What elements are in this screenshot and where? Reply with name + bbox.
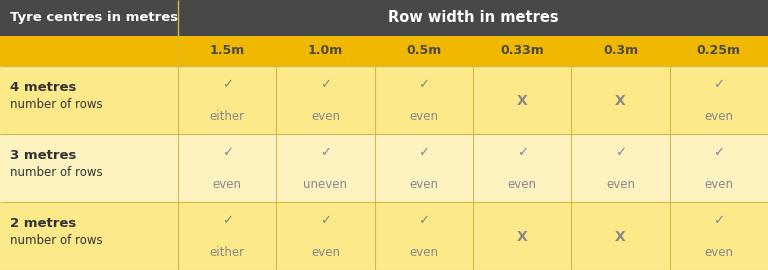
Text: X: X (615, 230, 626, 244)
Text: number of rows: number of rows (10, 234, 103, 247)
Text: 2 metres: 2 metres (10, 217, 76, 230)
Text: ✓: ✓ (713, 79, 724, 92)
Text: even: even (704, 178, 733, 191)
Bar (178, 202, 276, 270)
Text: ✓: ✓ (320, 215, 331, 228)
Text: ✓: ✓ (419, 79, 429, 92)
Text: even: even (704, 110, 733, 123)
Text: uneven: uneven (303, 178, 347, 191)
Bar (276, 134, 375, 202)
Text: ✓: ✓ (713, 147, 724, 160)
Bar (473, 66, 571, 134)
Text: even: even (311, 110, 340, 123)
Bar (473, 134, 571, 202)
Text: 1.5m: 1.5m (210, 45, 245, 58)
Text: even: even (409, 110, 439, 123)
Text: even: even (409, 247, 439, 259)
Text: ✓: ✓ (419, 215, 429, 228)
Bar (0, 0, 768, 36)
Bar (0, 36, 178, 66)
Text: ✓: ✓ (320, 79, 331, 92)
Bar (0, 134, 178, 202)
Text: ✓: ✓ (713, 215, 724, 228)
Text: X: X (615, 94, 626, 108)
Text: ✓: ✓ (517, 147, 528, 160)
Bar (375, 134, 473, 202)
Text: even: even (311, 247, 340, 259)
Bar (375, 202, 473, 270)
Text: even: even (409, 178, 439, 191)
Text: ✓: ✓ (320, 147, 331, 160)
Bar (571, 66, 670, 134)
Bar (375, 66, 473, 134)
Text: even: even (508, 178, 537, 191)
Text: 0.3m: 0.3m (603, 45, 638, 58)
Bar (571, 134, 670, 202)
Text: even: even (606, 178, 635, 191)
Bar (0, 202, 178, 270)
Text: either: either (210, 247, 245, 259)
Text: number of rows: number of rows (10, 166, 103, 179)
Text: 3 metres: 3 metres (10, 149, 76, 162)
Bar (473, 202, 571, 270)
Text: ✓: ✓ (615, 147, 626, 160)
Text: either: either (210, 110, 245, 123)
Bar (670, 202, 768, 270)
Text: even: even (213, 178, 242, 191)
Bar (178, 66, 276, 134)
Text: number of rows: number of rows (10, 98, 103, 111)
Text: X: X (517, 230, 528, 244)
Text: ✓: ✓ (222, 147, 233, 160)
Text: ✓: ✓ (222, 79, 233, 92)
Text: Tyre centres in metres: Tyre centres in metres (10, 12, 178, 25)
Bar (276, 202, 375, 270)
Text: X: X (517, 94, 528, 108)
Bar (178, 134, 276, 202)
Text: 0.25m: 0.25m (697, 45, 741, 58)
Bar (0, 36, 768, 66)
Bar (276, 66, 375, 134)
Text: ✓: ✓ (419, 147, 429, 160)
Text: even: even (704, 247, 733, 259)
Text: 0.33m: 0.33m (500, 45, 544, 58)
Bar (670, 134, 768, 202)
Bar (0, 66, 178, 134)
Text: 1.0m: 1.0m (308, 45, 343, 58)
Text: 4 metres: 4 metres (10, 81, 76, 94)
Bar (670, 66, 768, 134)
Text: ✓: ✓ (222, 215, 233, 228)
Bar (571, 202, 670, 270)
Text: Row width in metres: Row width in metres (388, 11, 558, 25)
Text: 0.5m: 0.5m (406, 45, 442, 58)
